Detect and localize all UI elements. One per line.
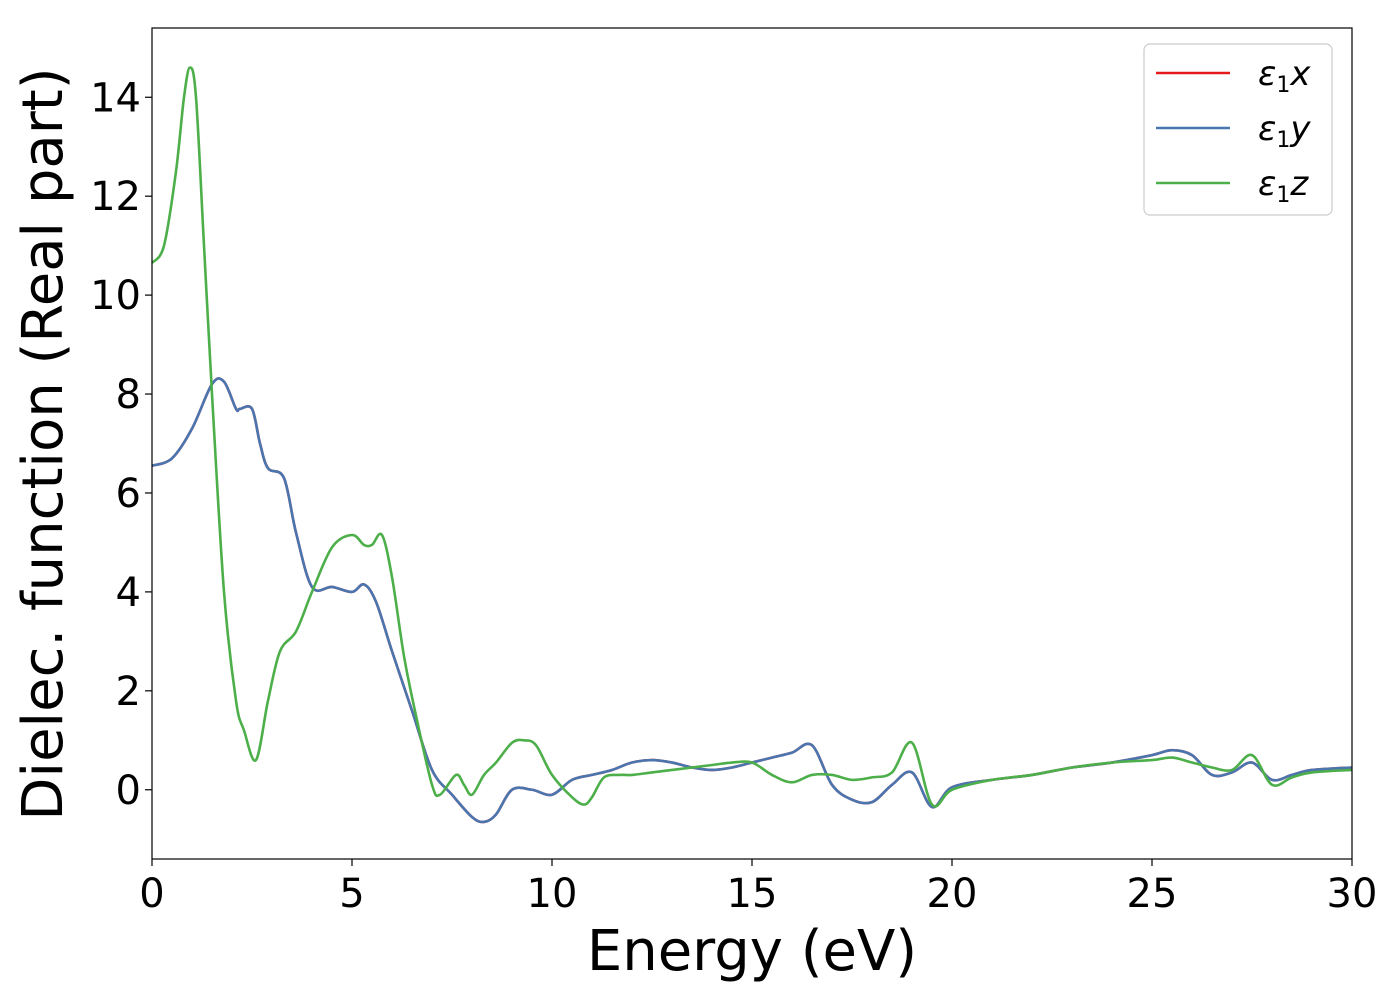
y-tick-label: 6	[116, 471, 141, 517]
legend-label-x: ε1x	[1258, 54, 1311, 98]
ticks-layer: 0 5 10 15 20 25 30 0 2 4 6 8 10 12 14	[90, 75, 1377, 917]
legend: ε1x ε1y ε1z	[1143, 43, 1333, 216]
y-tick-label: 4	[116, 570, 141, 616]
y-tick-label: 2	[116, 669, 141, 715]
x-tick-label: 20	[927, 871, 978, 917]
y-tick-label: 14	[90, 75, 141, 121]
legend-label-y: ε1y	[1258, 109, 1311, 153]
x-tick-label: 0	[139, 871, 164, 917]
x-tick-label: 5	[339, 871, 364, 917]
y-tick-label: 10	[90, 273, 141, 319]
x-tick-label: 30	[1327, 871, 1378, 917]
x-tick-label: 15	[727, 871, 778, 917]
legend-label-z: ε1z	[1258, 164, 1309, 208]
y-tick-label: 8	[116, 372, 141, 418]
x-axis-label: Energy (eV)	[587, 919, 917, 984]
x-tick-label: 25	[1127, 871, 1178, 917]
legend-box	[1143, 43, 1333, 216]
series-layer	[150, 66, 1353, 824]
y-tick-label: 12	[90, 174, 141, 220]
y-tick-label: 0	[116, 768, 141, 814]
series-line-z	[150, 66, 1353, 808]
y-axis-label: Dielec. function (Real part)	[11, 67, 76, 820]
x-tick-label: 10	[527, 871, 578, 917]
